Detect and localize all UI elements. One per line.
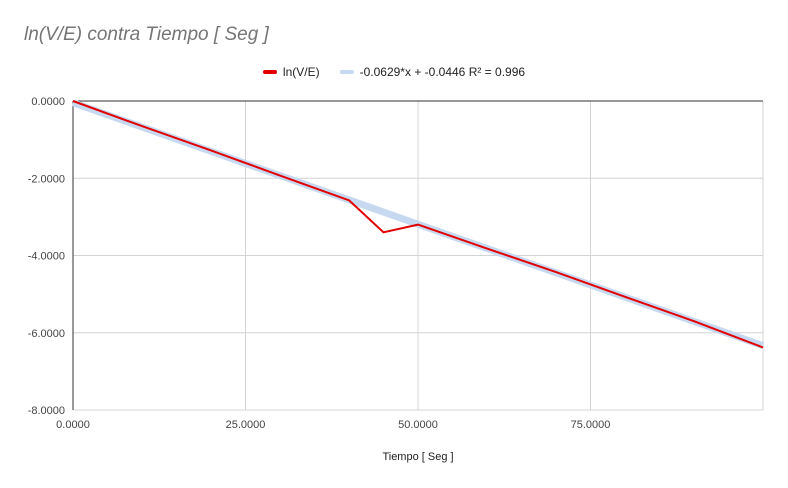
y-tick-label: -4.0000 [28, 251, 65, 263]
x-tick-label: 75.0000 [571, 419, 611, 431]
legend: ln(V/E) -0.0629*x + -0.0446 R² = 0.996 [0, 64, 788, 80]
data-series-line[interactable] [72, 100, 764, 349]
x-tick-label: 0.0000 [56, 419, 90, 431]
y-tick-label: 0.0000 [31, 96, 65, 108]
x-axis-title: Tiempo [ Seg ] [382, 451, 453, 463]
legend-swatch-trendline [339, 70, 354, 74]
y-tick-label: -6.0000 [28, 328, 65, 340]
chart-title: ln(V/E) contra Tiempo [ Seg ] [24, 24, 269, 45]
x-tick-label: 50.0000 [398, 419, 438, 431]
legend-label-data: ln(V/E) [282, 65, 320, 79]
y-tick-label: -8.0000 [28, 405, 65, 417]
x-tick-label: 25.0000 [226, 419, 266, 431]
legend-item-data[interactable]: ln(V/E) [262, 65, 320, 79]
legend-swatch-data [262, 70, 277, 74]
legend-item-trendline[interactable]: -0.0629*x + -0.0446 R² = 0.996 [339, 65, 526, 79]
legend-label-trendline: -0.0629*x + -0.0446 R² = 0.996 [359, 65, 526, 79]
y-tick-label: -2.0000 [28, 173, 65, 185]
